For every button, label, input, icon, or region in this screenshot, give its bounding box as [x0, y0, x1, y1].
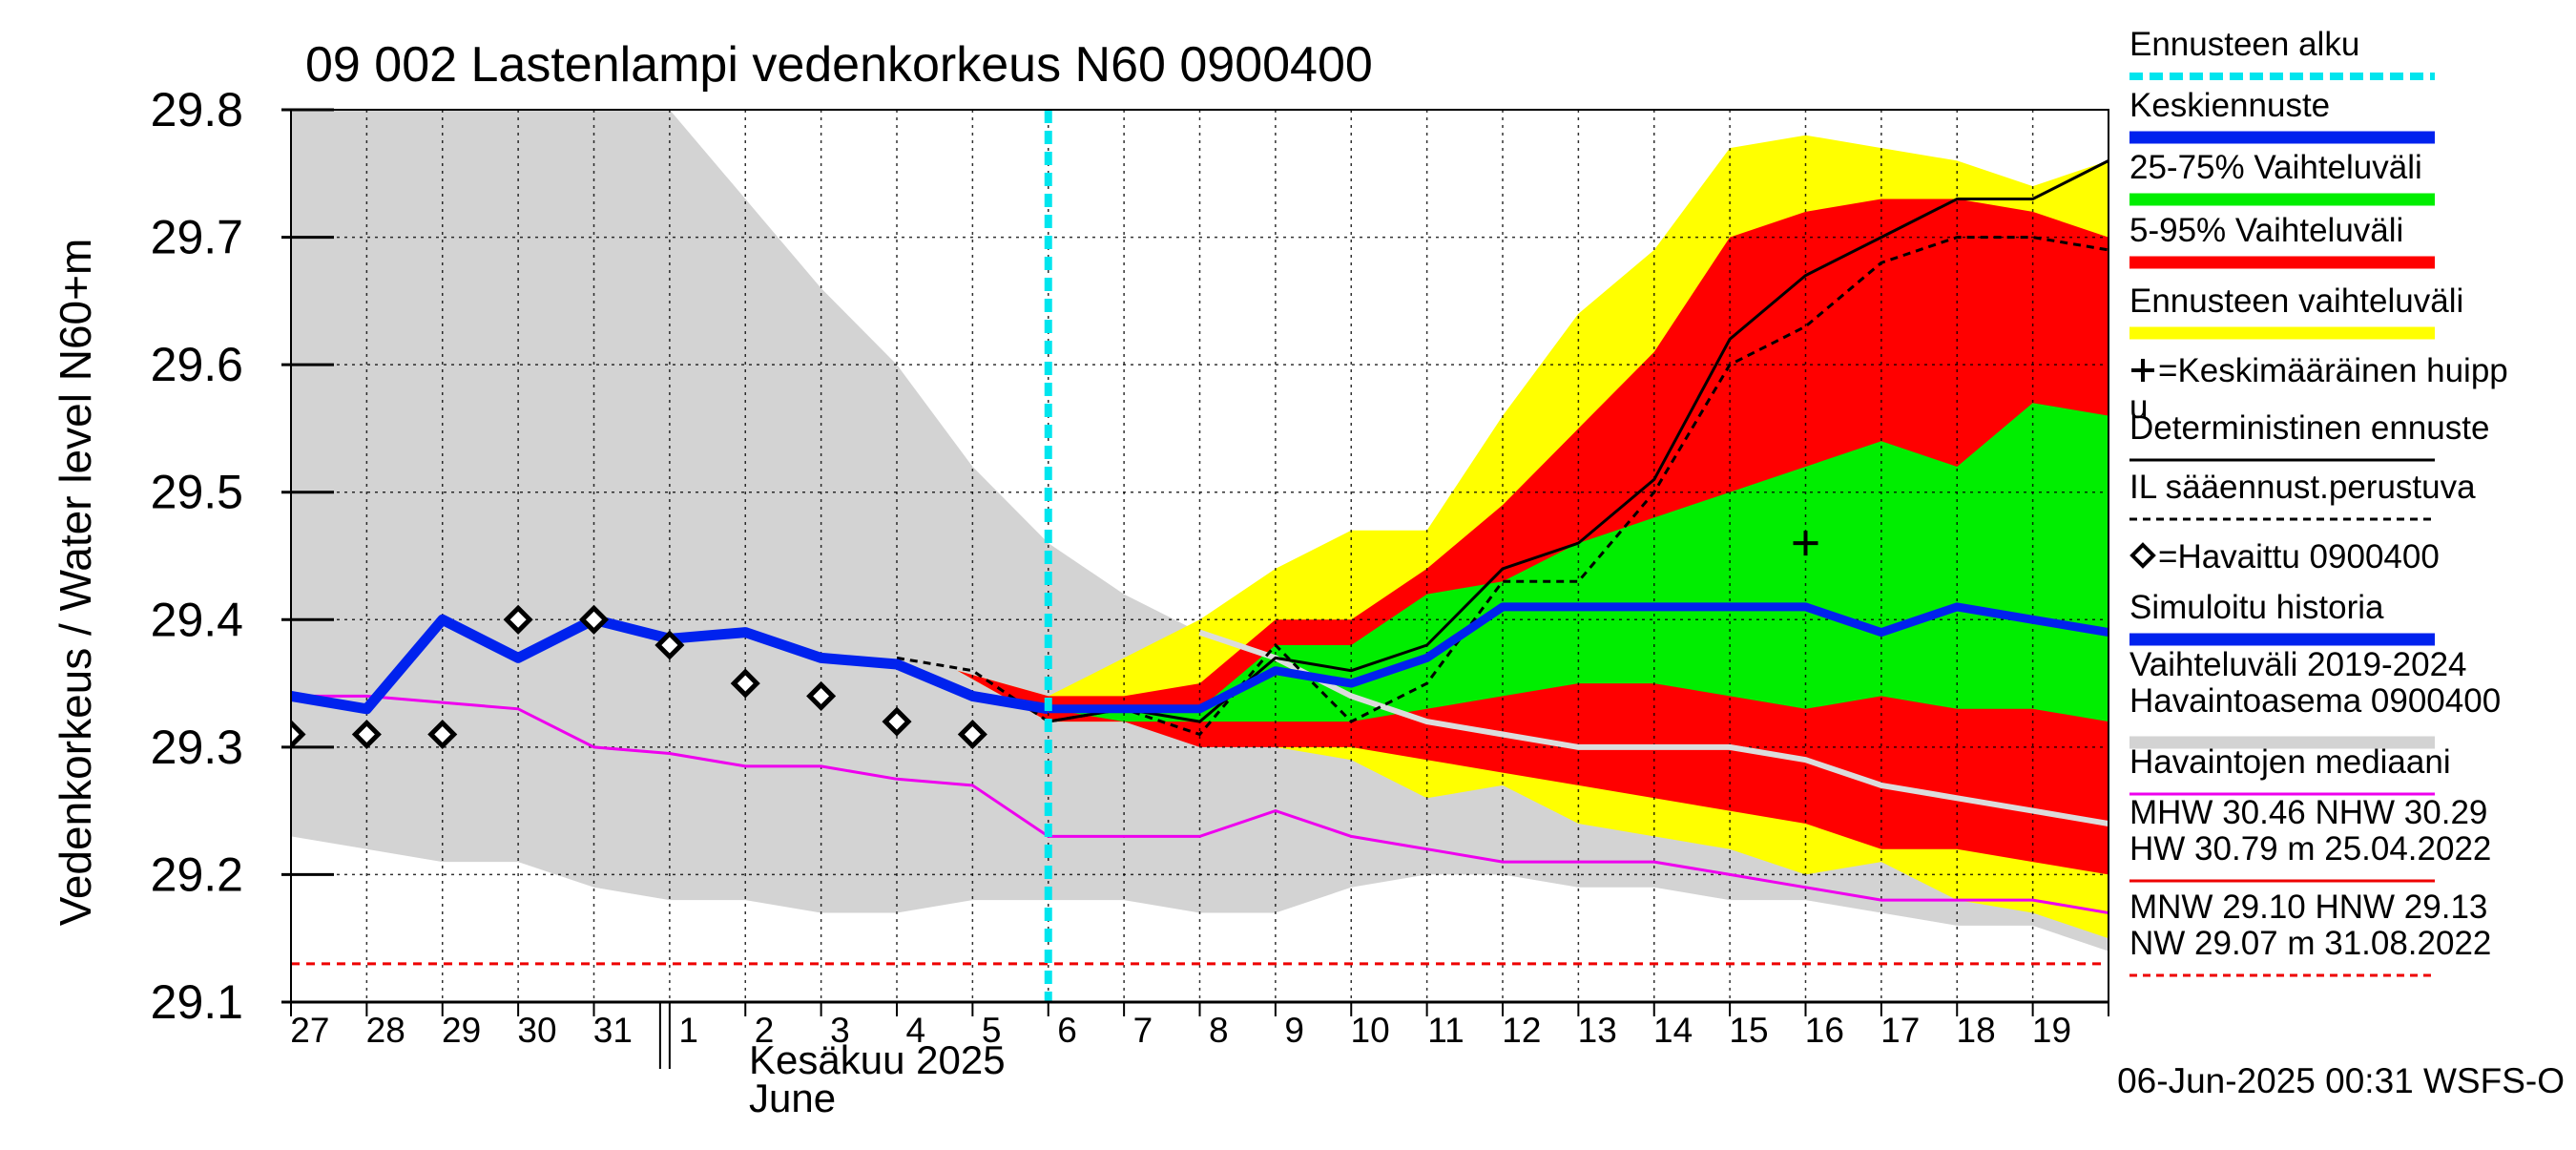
legend-label: 25-75% Vaihteluväli	[2129, 149, 2422, 186]
legend-item: Keskiennuste	[2129, 87, 2435, 144]
legend-label: Simuloitu historia	[2129, 589, 2384, 626]
legend-label: Havaintojen mediaani	[2129, 743, 2451, 781]
x-tick-label: 27	[290, 1011, 329, 1050]
x-tick-label: 30	[517, 1011, 556, 1050]
legend-item: Vaihteluväli 2019-2024 Havaintoasema 090…	[2129, 646, 2501, 749]
mean-peak-marker	[1793, 531, 1818, 556]
timestamp: 06-Jun-2025 00:31 WSFS-O	[2117, 1061, 2565, 1100]
legend-item: Deterministinen ennuste	[2129, 409, 2489, 462]
legend-label: Ennusteen alku	[2129, 26, 2359, 63]
legend-label: Vaihteluväli 2019-2024	[2129, 646, 2467, 683]
observed-point	[427, 719, 458, 750]
chart-title: 09 002 Lastenlampi vedenkorkeus N60 0900…	[305, 37, 1373, 93]
legend-diamond-symbol	[2129, 542, 2156, 569]
legend-label-2: HW 30.79 m 25.04.2022	[2129, 830, 2491, 868]
legend-label: MHW 30.46 NHW 30.29	[2129, 794, 2487, 831]
legend-label: 5-95% Vaihteluväli	[2129, 212, 2403, 249]
median-line	[291, 694, 2109, 914]
observed-point	[882, 706, 912, 737]
legend-item: =Keskimääräinen huipp u	[2129, 352, 2508, 426]
historic-range-band	[291, 110, 2109, 951]
observed-point	[291, 719, 306, 750]
legend-item: Ennusteen vaihteluväli	[2129, 282, 2463, 340]
x-tick-label: 9	[1284, 1011, 1304, 1050]
observed-point	[806, 680, 837, 711]
observed-point	[654, 630, 685, 660]
x-tick-label: 1	[678, 1011, 698, 1050]
x-tick-label: 15	[1729, 1011, 1768, 1050]
legend-item: 25-75% Vaihteluväli	[2129, 149, 2435, 206]
legend-label: =Keskimääräinen huipp	[2158, 352, 2508, 389]
legend-item: =Havaittu 0900400	[2129, 538, 2440, 575]
x-tick-label: 2	[755, 1011, 775, 1050]
legend-label-2: Havaintoasema 0900400	[2129, 682, 2501, 720]
legend-label: Ennusteen vaihteluväli	[2129, 282, 2463, 320]
y-tick-label: 29.8	[151, 83, 243, 136]
y-tick-labels: 29.1 29.2 29.3 29.4 29.5 29.6 29.7 29.8	[151, 83, 334, 1029]
x-tick-label: 18	[1957, 1011, 1996, 1050]
x-tick-label: 3	[830, 1011, 850, 1050]
plot-layers	[291, 110, 2109, 1002]
x-tick-label: 4	[906, 1011, 926, 1050]
legend-label-2: u	[2129, 388, 2148, 426]
legend-label: Keskiennuste	[2129, 87, 2330, 124]
x-tick-label: 13	[1578, 1011, 1617, 1050]
y-tick-label: 29.1	[151, 975, 243, 1029]
x-tick-label: 16	[1805, 1011, 1844, 1050]
observed-point	[503, 604, 533, 635]
y-tick-label: 29.3	[151, 721, 243, 774]
mean-forecast-line	[1048, 602, 2109, 714]
x-tick-label: 12	[1502, 1011, 1541, 1050]
y-tick-label: 29.4	[151, 593, 243, 646]
x-tick-label: 29	[442, 1011, 481, 1050]
x-tick-label: 8	[1209, 1011, 1229, 1050]
legend-item: IL sääennust.perustuva	[2129, 469, 2476, 521]
legend-label: IL sääennust.perustuva	[2129, 469, 2476, 506]
x-tick-label: 19	[2032, 1011, 2071, 1050]
legend-plus-symbol	[2131, 359, 2154, 382]
legend-label: MNW 29.10 HNW 29.13	[2129, 889, 2487, 926]
legend-label: Deterministinen ennuste	[2129, 409, 2489, 447]
x-tick-label: 5	[982, 1011, 1002, 1050]
observed-point	[351, 719, 382, 750]
y-axis-label: Vedenkorkeus / Water level N60+m	[51, 239, 100, 927]
x-tick-label: 7	[1133, 1011, 1153, 1050]
y-tick-label: 29.6	[151, 338, 243, 391]
legend-item: Havaintojen mediaani	[2129, 743, 2451, 796]
observed-point	[957, 719, 987, 750]
legend-item: Simuloitu historia	[2129, 589, 2435, 646]
y-tick-label: 29.2	[151, 847, 243, 901]
simulated-tail-line	[1198, 629, 2109, 826]
legend-label-2: NW 29.07 m 31.08.2022	[2129, 925, 2491, 962]
x-tick-label: 17	[1880, 1011, 1920, 1050]
y-tick-label: 29.5	[151, 466, 243, 519]
x-tick-label: 10	[1351, 1011, 1390, 1050]
legend-item: Ennusteen alku	[2129, 26, 2435, 80]
month-label-fi: Kesäkuu 2025	[749, 1037, 1006, 1082]
month-label-en: June	[749, 1076, 836, 1120]
x-tick-label: 31	[593, 1011, 633, 1050]
legend-label: =Havaittu 0900400	[2158, 538, 2440, 575]
observed-point	[578, 604, 610, 635]
observed-point	[730, 668, 760, 699]
y-tick-label: 29.7	[151, 211, 243, 264]
legend-item: 5-95% Vaihteluväli	[2129, 212, 2435, 269]
x-tick-label: 28	[366, 1011, 405, 1050]
p25-75-band	[957, 403, 2109, 722]
x-tick-labels: 27 28 29 30 31 1 2 3 4 5 6 7 8 9 10 11 12 13 14 15 16 17 18 19	[290, 1002, 2109, 1069]
x-tick-label: 6	[1057, 1011, 1077, 1050]
x-tick-label: 14	[1653, 1011, 1693, 1050]
x-tick-label: 11	[1427, 1011, 1464, 1050]
plot-area	[290, 109, 2109, 1004]
legend: Ennusteen alku Keskiennuste 25-75% Vaihtel…	[2129, 26, 2508, 977]
